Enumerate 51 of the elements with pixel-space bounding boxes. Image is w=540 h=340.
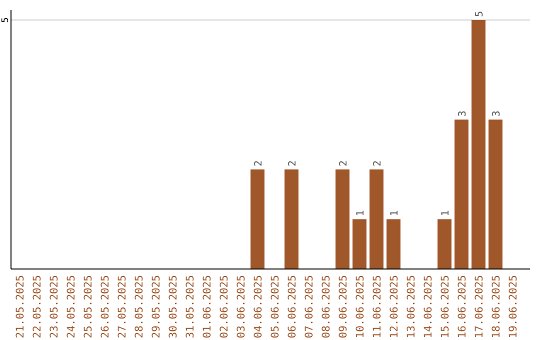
x-tick-label: 14.06.2025 xyxy=(422,275,434,338)
data-label: 2 xyxy=(288,160,298,166)
x-tick-label: 30.05.2025 xyxy=(168,275,180,338)
data-label: 2 xyxy=(372,160,384,166)
x-tick-label: 15.06.2025 xyxy=(440,275,452,338)
data-label: 2 xyxy=(338,160,350,166)
x-tick-label: 05.06.2025 xyxy=(270,275,282,338)
ref-line-label: 5 xyxy=(1,17,11,23)
x-tick-label: 12.06.2025 xyxy=(388,275,400,338)
x-tick-label: 25.05.2025 xyxy=(82,275,94,338)
data-label: 2 xyxy=(254,160,264,166)
bar xyxy=(284,169,298,269)
x-tick-label: 23.05.2025 xyxy=(48,275,60,338)
x-tick-label: 18.06.2025 xyxy=(490,275,502,338)
x-tick-label: 07.06.2025 xyxy=(304,275,316,338)
data-label: 3 xyxy=(492,110,502,117)
data-label: 1 xyxy=(440,210,452,216)
data-label: 5 xyxy=(474,10,486,17)
bar xyxy=(352,219,366,269)
x-tick-label: 31.05.2025 xyxy=(184,275,196,338)
x-tick-label: 08.06.2025 xyxy=(320,275,332,338)
bar xyxy=(488,120,502,269)
data-label: 1 xyxy=(356,210,366,216)
x-tick-label: 09.06.2025 xyxy=(338,275,350,338)
x-tick-label: 28.05.2025 xyxy=(134,275,146,338)
x-tick-label: 02.06.2025 xyxy=(218,275,230,338)
data-label: 3 xyxy=(458,110,468,117)
bar xyxy=(370,169,384,269)
bar xyxy=(472,20,486,269)
x-tick-label: 29.05.2025 xyxy=(150,275,162,338)
bar xyxy=(386,219,400,269)
x-tick-label: 17.06.2025 xyxy=(474,275,486,338)
x-tick-label: 22.05.2025 xyxy=(32,275,44,338)
bar xyxy=(336,169,350,269)
x-tick-label: 24.05.2025 xyxy=(66,275,78,338)
bar xyxy=(438,219,452,269)
bar xyxy=(250,169,264,269)
x-tick-label: 27.05.2025 xyxy=(116,275,128,338)
x-tick-label: 13.06.2025 xyxy=(406,275,418,338)
x-tick-label: 03.06.2025 xyxy=(236,275,248,338)
x-tick-label: 19.06.2025 xyxy=(508,275,520,338)
x-tick-label: 10.06.2025 xyxy=(354,275,366,338)
x-tick-label: 21.05.2025 xyxy=(14,275,26,338)
bar xyxy=(454,120,468,269)
x-tick-label: 04.06.2025 xyxy=(252,275,264,338)
x-tick-label: 16.06.2025 xyxy=(456,275,468,338)
x-tick-label: 01.06.2025 xyxy=(202,275,214,338)
data-label: 1 xyxy=(390,210,400,216)
x-tick-label: 11.06.2025 xyxy=(372,275,384,338)
x-tick-label: 06.06.2025 xyxy=(286,275,298,338)
x-tick-label: 26.05.2025 xyxy=(100,275,112,338)
